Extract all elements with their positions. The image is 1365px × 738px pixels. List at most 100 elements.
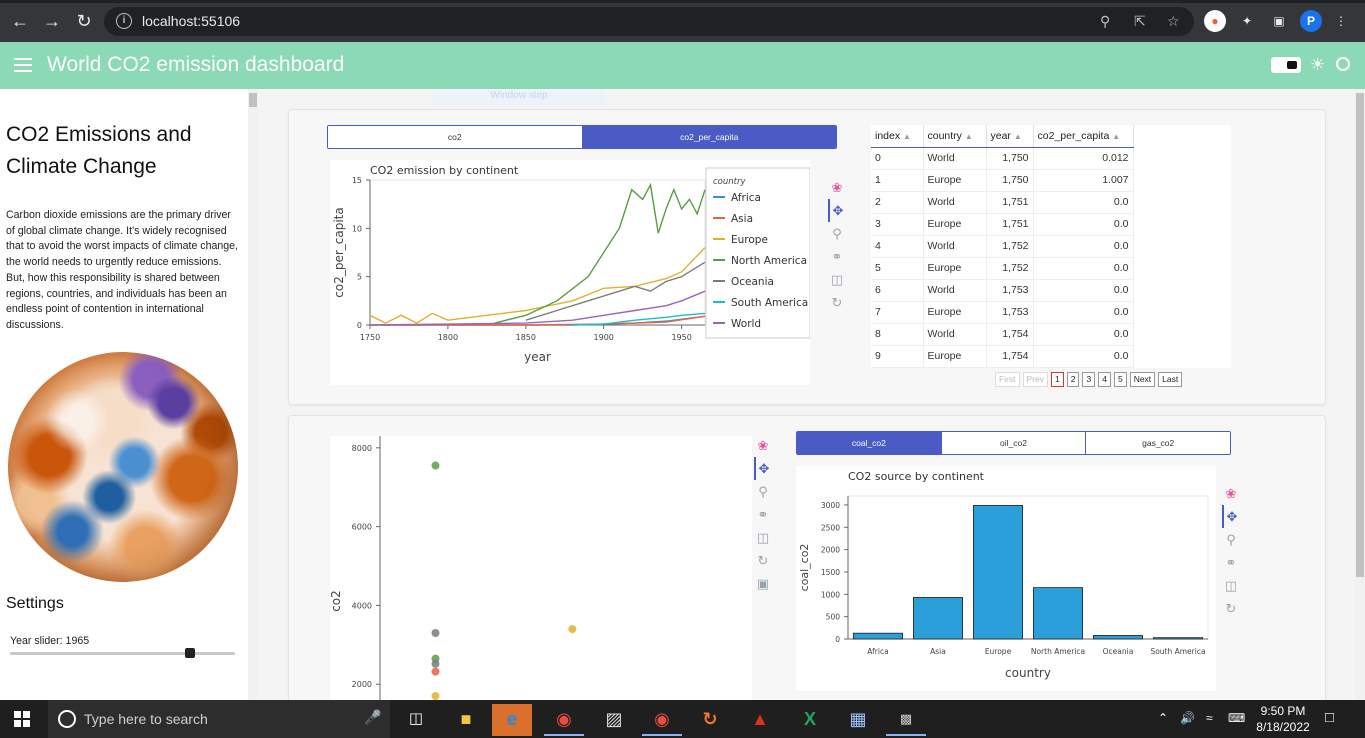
table-cell: 5	[871, 257, 924, 280]
box-zoom-tool-icon[interactable]: ⚲	[832, 226, 842, 241]
profile-avatar[interactable]: P	[1300, 10, 1322, 32]
sidebar-scrollbar[interactable]	[248, 89, 258, 700]
ghost-button[interactable]: Window step	[433, 89, 605, 105]
x-axis-label: country	[1005, 666, 1051, 680]
tab-oil-co2[interactable]: oil_co2	[941, 432, 1087, 454]
excel-icon[interactable]: X	[803, 709, 816, 729]
save-tool-icon[interactable]: ◫	[830, 272, 844, 287]
reset-tool-icon[interactable]: ↻	[1225, 601, 1237, 616]
main-scrollbar[interactable]	[1355, 89, 1365, 700]
address-bar[interactable]: i localhost:55106 ⚲ ⇱ ☆	[104, 7, 1194, 36]
hamburger-menu-icon[interactable]	[14, 58, 32, 72]
table-row[interactable]: 7 Europe 1,753 0.0	[871, 301, 1134, 324]
pager-1[interactable]: 1	[1051, 372, 1064, 387]
table-row[interactable]: 4 World 1,752 0.0	[871, 235, 1134, 258]
moon-icon[interactable]	[1336, 57, 1350, 71]
pan-tool-icon[interactable]: ✥	[1222, 505, 1240, 528]
pager-first[interactable]: First	[995, 372, 1020, 387]
jupyter-icon[interactable]: ↻	[702, 709, 718, 729]
column-header-index[interactable]: index ▲	[871, 125, 924, 148]
wifi-icon[interactable]: ≈	[1206, 711, 1213, 725]
column-header-year[interactable]: year ▲	[986, 125, 1034, 148]
keyboard-language-icon[interactable]: ⌨	[1228, 711, 1246, 725]
table-cell: 1,750	[986, 147, 1034, 170]
wheel-zoom-tool-icon[interactable]: ⚭	[757, 507, 769, 522]
bookmark-star-icon[interactable]: ☆	[1167, 13, 1180, 29]
table-row[interactable]: 1 Europe 1,750 1.007	[871, 169, 1134, 192]
legend-item: Asia	[731, 213, 753, 225]
file-explorer-icon[interactable]: ■	[460, 709, 472, 729]
theme-toggle[interactable]	[1271, 57, 1301, 73]
bokeh-logo-icon[interactable]: ❀	[831, 180, 843, 195]
hover-tool-icon[interactable]: ▣	[756, 576, 770, 591]
network-app-icon[interactable]: ▦	[849, 709, 867, 729]
reset-tool-icon[interactable]: ↻	[757, 553, 769, 568]
reload-icon[interactable]: ↻	[76, 11, 92, 31]
save-tool-icon[interactable]: ◫	[1224, 578, 1238, 593]
pager-next[interactable]: Next	[1129, 372, 1156, 387]
browser-menu-icon[interactable]: ⋮	[1335, 14, 1347, 28]
taskbar-search[interactable]: Type here to search 🎤	[48, 700, 390, 738]
side-panel-icon[interactable]: ▣	[1273, 14, 1285, 28]
pager-4[interactable]: 4	[1098, 372, 1111, 387]
share-icon[interactable]: ⇱	[1134, 13, 1146, 29]
taskbar-clock[interactable]: 9:50 PM 8/18/2022	[1256, 704, 1310, 734]
table-row[interactable]: 8 World 1,754 0.0	[871, 323, 1134, 346]
chrome-icon[interactable]: ◉	[544, 704, 584, 736]
table-row[interactable]: 0 World 1,750 0.012	[871, 147, 1134, 170]
pan-tool-icon[interactable]: ✥	[754, 457, 772, 480]
terminal-icon[interactable]: ▩	[886, 704, 926, 736]
line-chart[interactable]: CO2 emission by continent 1750 1800 1850 190…	[330, 160, 810, 385]
tab-co2-per-capita[interactable]: co2_per_capita	[582, 126, 836, 148]
back-icon[interactable]: ←	[11, 11, 29, 31]
pager-last[interactable]: Last	[1158, 372, 1183, 387]
pager-prev[interactable]: Prev	[1022, 372, 1049, 387]
edge-icon[interactable]: e	[492, 704, 532, 736]
extension-icon[interactable]: ●	[1204, 10, 1226, 32]
microphone-icon[interactable]: 🎤	[364, 709, 382, 725]
pager-3[interactable]: 3	[1082, 372, 1096, 387]
table-row[interactable]: 2 World 1,751 0.0	[871, 191, 1134, 214]
year-slider-handle[interactable]	[185, 648, 195, 658]
table-row[interactable]: 6 World 1,753 0.0	[871, 279, 1134, 302]
scatter-chart[interactable]: 2000 4000 6000 8000 co2	[320, 436, 752, 700]
sort-icon[interactable]: ▲	[903, 131, 911, 141]
box-zoom-tool-icon[interactable]: ⚲	[1226, 532, 1236, 547]
bar-chart[interactable]: CO2 source by continent 0 500 1000 1500 2000 2…	[796, 466, 1216, 691]
tray-chevron-icon[interactable]: ⌃	[1158, 711, 1169, 725]
sort-icon[interactable]: ▲	[964, 131, 973, 141]
sun-icon[interactable]: ☀	[1310, 55, 1326, 74]
acrobat-icon[interactable]: ▲	[751, 709, 769, 729]
reset-tool-icon[interactable]: ↻	[831, 295, 843, 310]
box-zoom-tool-icon[interactable]: ⚲	[758, 484, 768, 499]
zoom-icon[interactable]: ⚲	[1100, 13, 1111, 29]
chrome-profile-icon[interactable]: ◉	[642, 704, 682, 736]
wheel-zoom-tool-icon[interactable]: ⚭	[831, 249, 843, 264]
extensions-puzzle-icon[interactable]: ✦	[1241, 14, 1253, 28]
table-row[interactable]: 5 Europe 1,752 0.0	[871, 257, 1134, 280]
wheel-zoom-tool-icon[interactable]: ⚭	[1225, 555, 1237, 570]
pager-5[interactable]: 5	[1113, 372, 1127, 387]
task-view-icon[interactable]: ◫	[408, 710, 424, 727]
bokeh-logo-icon[interactable]: ❀	[1225, 486, 1237, 501]
pan-tool-icon[interactable]: ✥	[828, 199, 846, 222]
table-row[interactable]: 9 Europe 1,754 0.0	[871, 345, 1134, 368]
tab-co2[interactable]: co2	[328, 126, 583, 148]
forward-icon[interactable]: →	[43, 11, 61, 31]
save-tool-icon[interactable]: ◫	[756, 530, 770, 545]
windows-start-icon[interactable]	[14, 711, 30, 727]
table-row[interactable]: 3 Europe 1,751 0.0	[871, 213, 1134, 236]
python-file-icon[interactable]: ▨	[605, 709, 623, 729]
notification-icon[interactable]: □	[1325, 709, 1335, 726]
site-info-icon[interactable]: i	[116, 13, 132, 29]
sort-icon[interactable]: ▲	[1013, 131, 1022, 141]
tab-gas-co2[interactable]: gas_co2	[1086, 432, 1230, 454]
speaker-icon[interactable]: 🔊	[1180, 711, 1195, 725]
column-header-country[interactable]: country ▲	[923, 125, 987, 148]
sort-icon[interactable]: ▲	[1112, 131, 1121, 141]
pager-2[interactable]: 2	[1066, 372, 1080, 387]
year-slider-track[interactable]	[10, 652, 235, 655]
tab-coal-co2[interactable]: coal_co2	[797, 432, 942, 454]
bokeh-logo-icon[interactable]: ❀	[757, 438, 769, 453]
column-header-co2_per_capita[interactable]: co2_per_capita ▲	[1033, 125, 1134, 148]
